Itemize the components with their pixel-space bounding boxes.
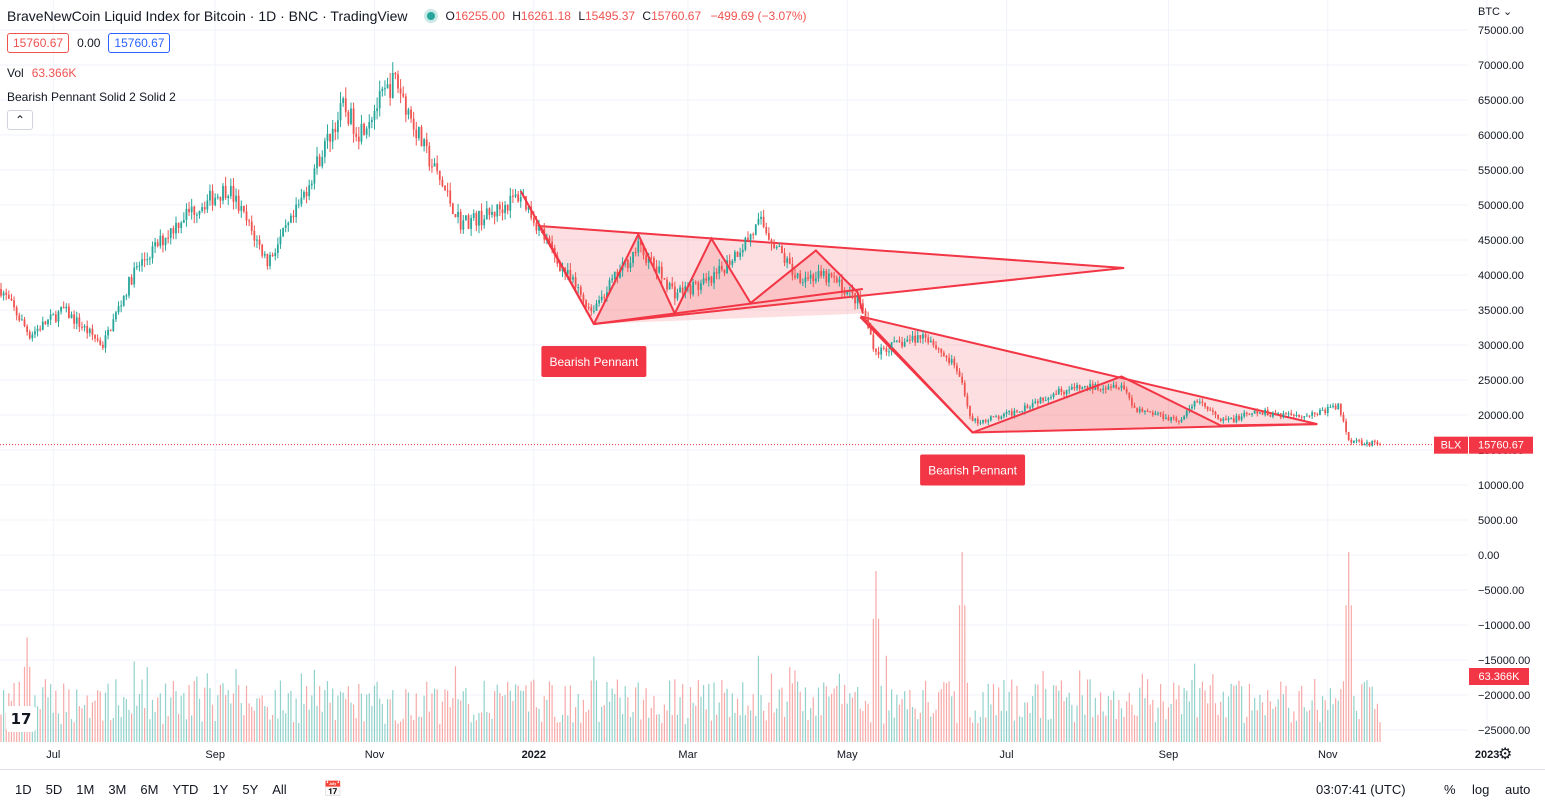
pattern-fills (537, 224, 1318, 434)
price-tick-label: 5000.00 (1478, 515, 1518, 527)
time-tick-label: Mar (678, 749, 697, 761)
time-tick-label: Nov (1318, 749, 1338, 761)
price-tick-label: 0.00 (1478, 550, 1499, 562)
ask-price[interactable]: 15760.67 (108, 33, 171, 53)
price-tag-value: 15760.67 (1478, 440, 1524, 452)
pattern-tag[interactable] (541, 346, 647, 377)
price-tick-label: 55000.00 (1478, 165, 1524, 177)
range-button-5d[interactable]: 5D (45, 781, 63, 797)
price-tick-label: 40000.00 (1478, 270, 1524, 282)
volume-label[interactable]: Vol (7, 66, 24, 80)
last-price-tag: BLX 15760.67 (1434, 436, 1533, 454)
clock-time[interactable]: 03:07:41 (UTC) (1316, 781, 1406, 797)
pennant-support[interactable] (593, 288, 864, 325)
currency-label: BTC (1478, 6, 1500, 18)
chart-grid (0, 0, 1488, 742)
collapse-legend-button[interactable]: ⌃ (7, 110, 33, 130)
volume-bars (0, 552, 1381, 742)
tradingview-logo-icon[interactable]: 17 (6, 706, 36, 732)
range-button-all[interactable]: All (272, 781, 287, 797)
price-axis[interactable]: 75000.00 70000.00 65000.00 60000.00 55000.00… (1478, 25, 1530, 737)
pattern-tags[interactable]: Bearish Pennant Bearish Pennant (541, 346, 1026, 486)
candles (0, 62, 1381, 447)
time-tick-label: Sep (1159, 749, 1179, 761)
volume-value: 63.366K (31, 66, 77, 80)
price-tag-symbol: BLX (1441, 440, 1462, 452)
currency-selector[interactable]: BTC ⌄ (1478, 5, 1512, 18)
chevron-up-icon: ⌃ (14, 113, 26, 127)
price-tick-label: 35000.00 (1478, 305, 1524, 317)
market-status-icon[interactable] (427, 12, 436, 20)
auto-toggle[interactable]: auto (1505, 781, 1531, 797)
price-tick-label: 30000.00 (1478, 340, 1524, 352)
volume-legend: Vol 63.366K (7, 66, 76, 80)
range-button-1m[interactable]: 1M (76, 781, 95, 797)
calendar-range-icon[interactable]: 📅 (323, 781, 343, 798)
price-tick-label: 10000.00 (1478, 480, 1524, 492)
time-tick-label: 2022 (522, 749, 546, 761)
time-tick-label: Jul (46, 749, 60, 761)
price-tick-label: 25000.00 (1478, 375, 1524, 387)
bid-ask-row: 15760.67 0.00 15760.67 (7, 33, 171, 53)
range-button-ytd[interactable]: YTD (172, 781, 199, 797)
range-button-3m[interactable]: 3M (108, 781, 127, 797)
percent-toggle[interactable]: % (1444, 781, 1456, 797)
time-tick-label: Nov (365, 749, 385, 761)
price-tick-label: 50000.00 (1478, 200, 1524, 212)
range-button-6m[interactable]: 6M (140, 781, 159, 797)
volume-tag: 63.366K (1469, 668, 1529, 685)
time-tick-label: May (837, 749, 858, 761)
pennant-pole[interactable] (519, 190, 595, 325)
bid-price[interactable]: 15760.67 (7, 33, 70, 53)
pattern-lines[interactable] (519, 190, 1318, 434)
chevron-down-icon: ⌄ (1500, 6, 1513, 18)
pattern-tag-label: Bearish Pennant (928, 464, 1017, 478)
time-tick-label: 2023 (1475, 749, 1499, 761)
price-tick-label: −5000.00 (1478, 585, 1524, 597)
study-legend: Bearish Pennant Solid 2 Solid 2 (7, 90, 176, 104)
time-tick-label: Sep (205, 749, 225, 761)
ohlc-values: O16255.00 H16261.18 L15495.37 C15760.67 … (445, 9, 807, 23)
range-button-1d[interactable]: 1D (15, 781, 32, 797)
pennant-wave[interactable] (972, 375, 1318, 434)
price-tick-label: −10000.00 (1478, 620, 1530, 632)
log-toggle[interactable]: log (1472, 781, 1490, 797)
range-button-5y[interactable]: 5Y (242, 781, 259, 797)
range-buttons: 1D 5D 1M 3M 6M YTD 1Y 5Y All (8, 782, 294, 797)
settings-gear-icon[interactable]: ⚙ (1498, 746, 1513, 763)
volume-tag-value: 63.366K (1479, 671, 1521, 683)
price-tick-label: −20000.00 (1478, 690, 1530, 702)
time-tick-label: Jul (1000, 749, 1014, 761)
legend-title-row: BraveNewCoin Liquid Index for Bitcoin · … (7, 8, 807, 24)
pennant-pole[interactable] (859, 316, 974, 434)
price-tick-label: 60000.00 (1478, 130, 1524, 142)
pattern-tag-label: Bearish Pennant (550, 355, 639, 369)
bottom-toolbar: 1D 5D 1M 3M 6M YTD 1Y 5Y All 📅 03:07:41 (UTC) % … (0, 769, 1545, 808)
price-tick-label: −25000.00 (1478, 725, 1530, 737)
pennant-wave[interactable] (593, 232, 864, 325)
range-button-1y[interactable]: 1Y (212, 781, 229, 797)
price-tick-label: 75000.00 (1478, 25, 1524, 37)
time-axis[interactable]: Jul Sep Nov 2022 Mar May Jul Sep Nov 2023 (46, 749, 1499, 761)
price-tick-label: −15000.00 (1478, 655, 1530, 667)
price-tick-label: 20000.00 (1478, 410, 1524, 422)
chart-title[interactable]: BraveNewCoin Liquid Index for Bitcoin · … (7, 8, 408, 24)
pattern-tag[interactable] (920, 454, 1026, 486)
price-tick-label: 70000.00 (1478, 60, 1524, 72)
spread-value: 0.00 (77, 36, 101, 50)
study-label[interactable]: Bearish Pennant Solid 2 Solid 2 (7, 90, 176, 104)
price-tick-label: 45000.00 (1478, 235, 1524, 247)
price-tick-label: 65000.00 (1478, 95, 1524, 107)
